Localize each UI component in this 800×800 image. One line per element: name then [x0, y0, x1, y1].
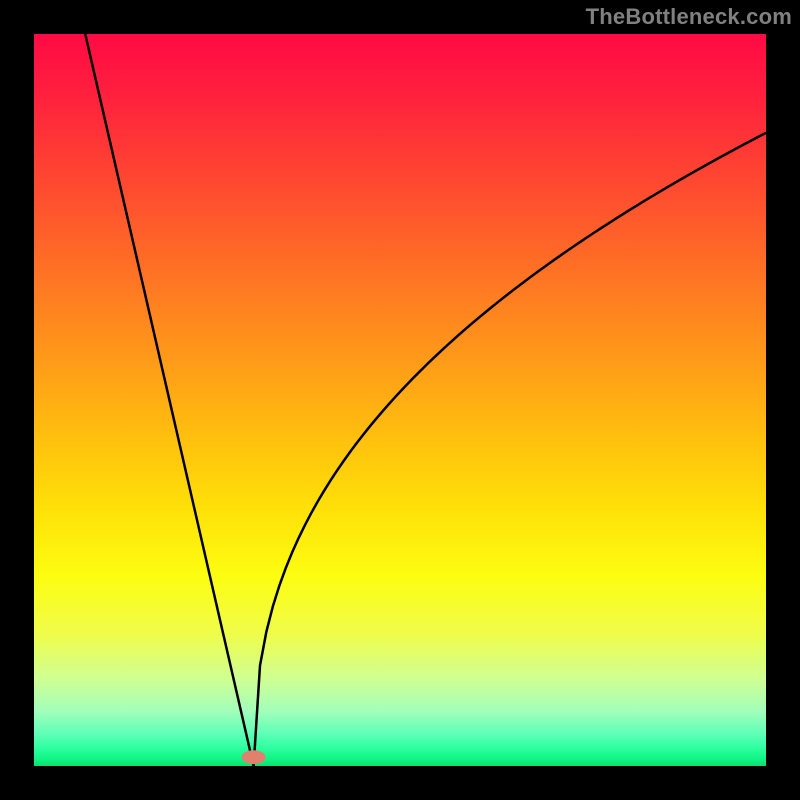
- chart-background: [34, 34, 766, 766]
- bottleneck-chart: [34, 34, 766, 766]
- chart-container: TheBottleneck.com: [0, 0, 800, 800]
- watermark-text: TheBottleneck.com: [586, 4, 792, 30]
- vertex-marker: [242, 750, 266, 764]
